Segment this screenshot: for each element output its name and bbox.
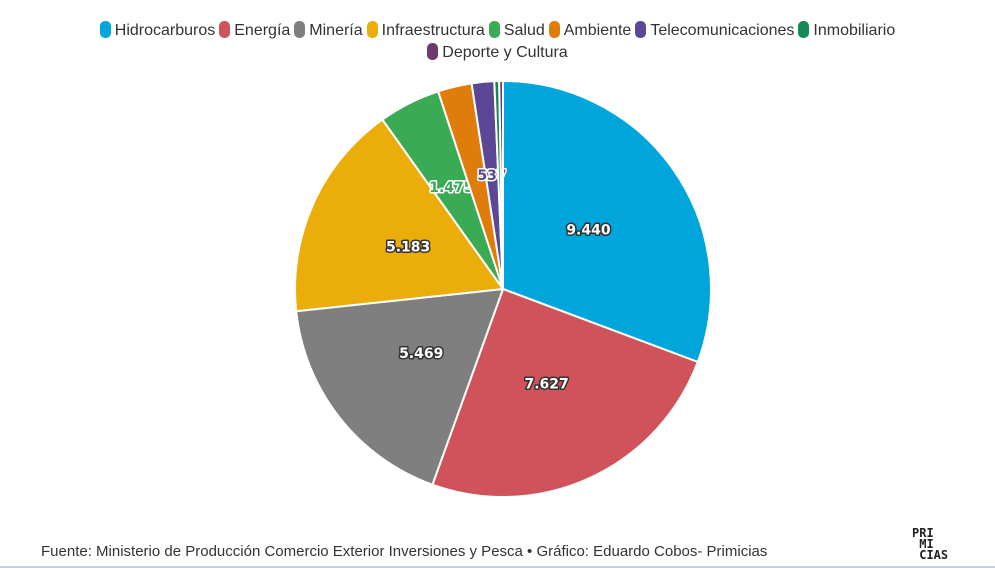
legend-item[interactable]: Ambiente [548,20,632,42]
pie-slice-infraestructura[interactable] [294,118,505,313]
pie-slice-hidrocarburos[interactable] [502,79,712,364]
legend-swatch [635,21,647,38]
data-label: 1.475 [429,180,473,196]
legend-swatch [366,21,378,38]
legend-item[interactable]: Deporte y Cultura [427,42,568,64]
legend-label: Inmobiliario [813,22,896,39]
data-label: 5.183 [386,239,430,255]
legend-item[interactable]: Infraestructura [366,20,485,42]
legend-swatch [548,21,560,38]
data-label: 7.627 [525,376,569,392]
legend-item[interactable]: Inmobiliario [798,20,895,42]
divider [0,566,995,568]
legend-swatch [294,21,306,38]
legend-label: Salud [503,22,545,39]
legend-label: Deporte y Cultura [442,44,568,61]
legend-label: Minería [309,22,363,39]
legend-label: Energía [234,22,291,39]
data-label: 5.469 [399,346,443,362]
source-note: Fuente: Ministerio de Producción Comerci… [41,543,768,560]
legend-swatch [798,21,810,38]
legend: Hidrocarburos Energía Minería Infraestructu… [60,20,935,64]
legend-item[interactable]: Hidrocarburos [99,20,216,42]
legend-item[interactable]: Salud [488,20,545,42]
pie-slice-deporte-y-cultura[interactable] [498,79,504,290]
legend-item[interactable]: Energía [219,20,290,42]
legend-label: Infraestructura [381,22,485,39]
legend-swatch [427,43,439,60]
legend-item[interactable]: Telecomunicaciones [635,20,794,42]
data-label: 9.440 [566,223,611,239]
legend-swatch [99,21,111,38]
pie-slice-energía[interactable] [431,287,700,498]
legend-label: Ambiente [563,22,632,39]
legend-label: Hidrocarburos [114,22,216,39]
legend-swatch [219,21,231,38]
legend-swatch [488,21,500,38]
legend-item[interactable]: Minería [294,20,363,42]
pie-slice-minería[interactable] [295,287,505,486]
primicias-logo: PRI MI CIAS [912,526,949,562]
legend-label: Telecomunicaciones [650,22,795,39]
